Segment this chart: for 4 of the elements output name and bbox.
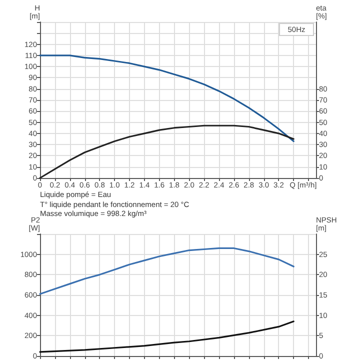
line-series	[39, 320, 294, 353]
line-series	[39, 54, 294, 142]
line-series	[39, 124, 294, 179]
line-series	[39, 247, 294, 295]
